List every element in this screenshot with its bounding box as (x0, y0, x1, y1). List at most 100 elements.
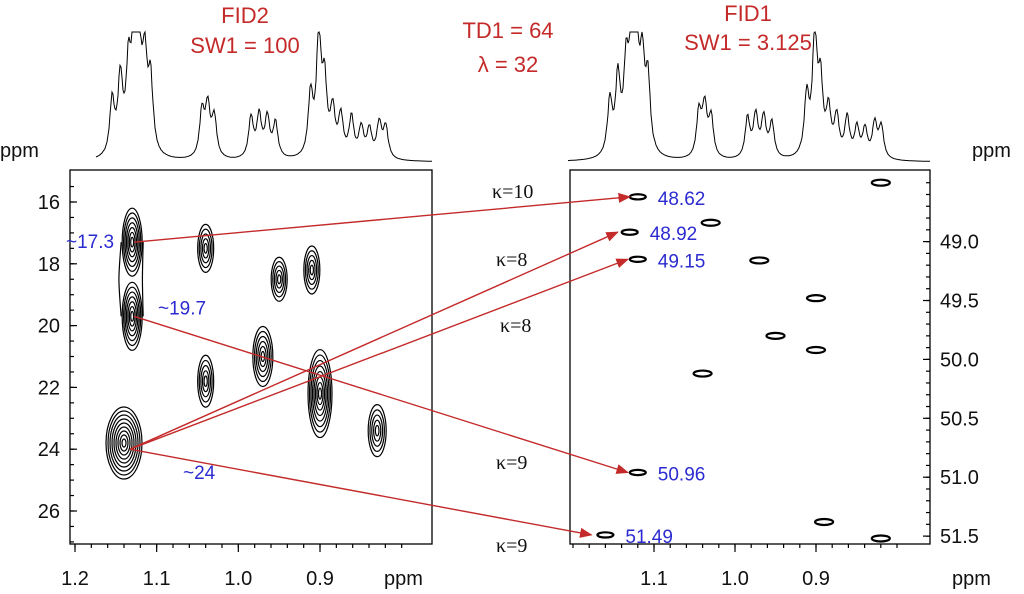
right-contour-peaks (596, 178, 891, 543)
left-x-tick-label: 1.2 (61, 568, 89, 590)
contour-ring (117, 430, 131, 456)
contour-ring (276, 274, 282, 285)
right-x-tick-label: 1.0 (721, 568, 749, 590)
left-title: FID2 (221, 3, 269, 28)
contour-peak (813, 517, 835, 527)
contour-peak (628, 468, 647, 477)
contour-ring (311, 365, 329, 422)
contour-peak (620, 228, 639, 236)
contour-ring (307, 348, 333, 439)
right-y-tick-label: 50.5 (940, 408, 979, 430)
left-y-tick-label: 26 (38, 501, 60, 523)
contour-ring (203, 375, 208, 388)
left-y-tick-label: 22 (38, 377, 60, 399)
contour-ring (200, 365, 212, 398)
contour-ring (201, 238, 210, 259)
left-shift-annotation: ~19.7 (158, 298, 206, 319)
contour-ring (308, 259, 316, 281)
right-y-unit: ppm (972, 140, 1011, 162)
contour-peak (805, 345, 827, 355)
contour-ring (105, 406, 143, 480)
right-peak-label: 48.62 (658, 189, 706, 210)
right-axis: 49.0 49.5 50.0 50.5 51.0 51.5 1.1 1.0 0.9 (572, 182, 979, 590)
contour-ring (127, 301, 138, 332)
right-y-tick-label: 49.0 (940, 232, 979, 254)
right-y-tick-label: 51.0 (940, 467, 979, 489)
contour-ring (125, 296, 139, 337)
contour-peak (692, 369, 713, 378)
correlation-arrows (129, 192, 632, 538)
contour-peak (596, 531, 615, 539)
contour-ring (113, 422, 135, 464)
contour-ring (111, 418, 137, 468)
contour-ring (124, 291, 140, 342)
contour-ring (121, 438, 127, 448)
contour-ring (109, 414, 139, 472)
contour-ring (197, 223, 215, 273)
contour-ring (372, 419, 382, 442)
left-sw-label: SW1 = 100 (190, 33, 299, 58)
right-peak-label: 51.49 (625, 527, 673, 548)
right-y-tick-label: 51.5 (940, 526, 979, 548)
left-x-unit: ppm (384, 568, 423, 590)
right-title: FID1 (724, 1, 772, 26)
contour-ring (304, 250, 319, 290)
contour-ring (272, 261, 287, 298)
contour-ring (201, 370, 210, 393)
contour-ring (122, 286, 142, 347)
contour-ring (203, 242, 208, 254)
kappa-label: κ=10 (492, 181, 533, 203)
contour-ring (121, 207, 143, 277)
contour-peak (628, 255, 647, 263)
middle-title: TD1 = 64 (462, 18, 553, 43)
left-shift-annotation: ~17.3 (66, 232, 114, 253)
kappa-label: κ=9 (496, 452, 527, 474)
correlation-arrow (133, 192, 632, 243)
left-panel-frame (69, 169, 433, 545)
right-peak-label: 50.96 (658, 464, 706, 485)
right-sw-label: SW1 = 3.125 (684, 30, 812, 55)
contour-peak (700, 218, 721, 227)
contour-ring (198, 359, 213, 403)
right-y-tick-label: 50.0 (940, 349, 979, 371)
left-y-tick-label: 20 (38, 316, 60, 338)
contour-ring (273, 265, 285, 294)
contour-ring (310, 359, 330, 428)
contour-ring (130, 310, 135, 322)
correlation-arrow (129, 231, 619, 450)
left-shift-annotation: ~24 (183, 463, 216, 484)
contour-ring (107, 410, 141, 476)
left-x-tick-label: 1.0 (224, 568, 252, 590)
right-peak-label: 48.92 (650, 224, 698, 245)
contour-ring (141, 242, 144, 317)
contour-ring (313, 370, 327, 417)
kappa-label: κ=8 (500, 315, 531, 337)
contour-ring (252, 325, 274, 388)
right-projection-spectrum (567, 31, 930, 162)
peak-labels: ~17.3 ~19.7 ~24 48.62 κ=10 48.92 κ=8 49.15 κ=8 50… (66, 181, 705, 557)
right-panel-frame (569, 169, 931, 545)
contour-ring (374, 424, 380, 437)
contour-ring (316, 381, 324, 406)
contour-ring (253, 330, 272, 383)
right-x-tick-label: 0.9 (802, 568, 830, 590)
correlation-arrow (129, 258, 629, 450)
contour-ring (197, 354, 215, 408)
contour-ring (270, 256, 288, 302)
contour-ring (306, 254, 318, 285)
contour-peak (870, 534, 891, 543)
left-y-tick-label: 24 (38, 439, 60, 461)
contour-peak (765, 331, 786, 340)
kappa-label: κ=8 (496, 249, 527, 271)
contour-ring (198, 228, 213, 269)
contour-ring (367, 404, 387, 458)
correlation-arrow (129, 448, 593, 538)
contour-ring (308, 354, 332, 433)
right-x-tick-label: 1.1 (640, 568, 668, 590)
right-x-unit: ppm (952, 568, 991, 590)
contour-ring (369, 409, 385, 453)
contour-peak (805, 294, 827, 303)
contour-ring (119, 434, 129, 452)
left-y-unit: ppm (0, 140, 39, 162)
contour-ring (255, 335, 271, 378)
